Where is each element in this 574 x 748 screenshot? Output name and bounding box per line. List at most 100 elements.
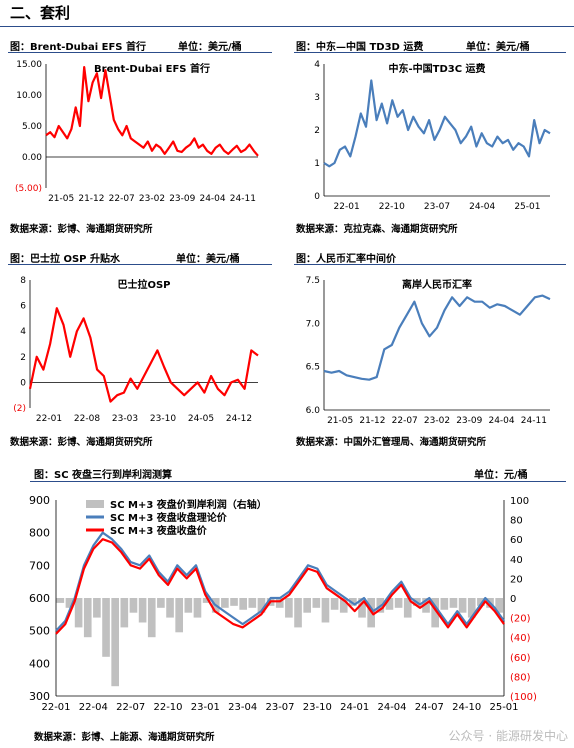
y-tick-label: 4 <box>314 60 320 70</box>
profit-bar <box>138 598 147 623</box>
x-tick-label: 23-07 <box>424 202 450 212</box>
y-tick-label: 500 <box>29 625 50 638</box>
y-tick-label: 0 <box>314 192 320 202</box>
profit-bar <box>330 598 339 610</box>
x-tick-label: 25-01 <box>489 702 518 713</box>
profit-bar <box>495 598 503 613</box>
y-tick-label: (2) <box>13 404 26 414</box>
x-tick-label: 25-01 <box>514 202 540 212</box>
y2-tick-label: 0 <box>510 594 516 605</box>
chart-title: 中东-中国TD3C 运费 <box>388 62 485 75</box>
profit-bar <box>111 598 119 687</box>
profit-bar <box>193 598 202 618</box>
panel-rule-sc <box>30 481 566 482</box>
panel-unit-td3d: 单位：美元/桶 <box>466 42 530 53</box>
y-tick-label: 15.00 <box>16 60 42 70</box>
y-tick-label: 400 <box>29 657 50 670</box>
x-tick-label: 22-08 <box>74 414 100 424</box>
profit-bar <box>385 598 394 610</box>
x-tick-label: 21-05 <box>327 416 353 426</box>
y-tick-label: 1 <box>314 159 320 169</box>
x-tick-label: 22-07 <box>392 416 418 426</box>
x-tick-label: 22-10 <box>153 702 182 713</box>
profit-bar <box>147 598 156 638</box>
profit-bar <box>93 598 101 618</box>
y-tick-label: 6.5 <box>306 363 320 373</box>
x-tick-label: 21-05 <box>48 194 74 204</box>
x-tick-label: 24-11 <box>521 416 547 426</box>
x-tick-label: 21-12 <box>78 194 104 204</box>
x-tick-label: 21-12 <box>359 416 385 426</box>
profit-bar <box>294 598 302 628</box>
y-tick-label: 7.0 <box>306 319 321 329</box>
osp-chart: 8 6 4 2 0 (2) 22-01 22-08 23-03 23-10 24-05 24-12 巴士… <box>13 276 259 424</box>
profit-bar <box>403 598 412 618</box>
y-tick-label: 4 <box>20 327 26 337</box>
series-line <box>55 538 505 635</box>
efs-chart: 15.00 10.00 5.00 0.00 (5.00) 21-05 21-12 22-07 2… <box>15 60 259 204</box>
y-tick-label: (5.00) <box>15 184 42 194</box>
series-line <box>45 66 259 157</box>
y2-tick-label: (60) <box>510 653 531 664</box>
x-tick-label: 23-02 <box>424 416 450 426</box>
y-tick-label: 6.0 <box>306 406 321 416</box>
profit-bar <box>339 598 348 613</box>
panel-source-sc: 数据来源：彭博、上能源、海通期货研究所 <box>34 732 215 743</box>
y2-tick-label: (20) <box>510 614 531 625</box>
profit-bar <box>102 598 110 657</box>
series-line <box>323 79 551 168</box>
x-tick-label: 23-04 <box>228 702 257 713</box>
y-tick-label: 2 <box>20 353 26 363</box>
y-tick-label: 2 <box>314 126 320 136</box>
profit-bar <box>83 598 92 638</box>
profit-bar <box>285 598 293 618</box>
x-tick-label: 22-07 <box>109 194 135 204</box>
profit-bar <box>248 598 257 608</box>
legend-label: SC M+3 夜盘收盘理论价 <box>110 511 228 524</box>
sc-chart: 900 800 700 600 500 400 300 100 80 60 40 20 0 (20) (40… <box>29 494 537 713</box>
y-tick-label: 900 <box>29 494 50 507</box>
fx-chart: 7.5 7.0 6.5 6.0 21-05 21-12 22-07 23-02 23-09 24-… <box>306 276 551 426</box>
legend-label: SC M+3 夜盘收盘价 <box>110 524 208 537</box>
x-tick-label: 23-09 <box>456 416 482 426</box>
y2-tick-label: 20 <box>510 574 523 585</box>
x-tick-label: 23-07 <box>265 702 294 713</box>
chart-title: Brent-Dubai EFS 首行 <box>94 62 210 75</box>
y2-tick-label: 80 <box>510 516 523 527</box>
watermark: 公众号 · 能源研发中心 <box>448 729 568 743</box>
panel-source-osp: 数据来源：彭博、海通期货研究所 <box>10 437 153 448</box>
chart-title: 离岸人民币汇率 <box>402 278 472 291</box>
y-tick-label: 800 <box>29 527 50 540</box>
y-tick-label: 0.00 <box>22 153 42 163</box>
profit-bar <box>358 598 366 618</box>
profit-bar <box>275 598 284 608</box>
profit-bar <box>303 598 311 613</box>
profit-bar <box>184 598 193 613</box>
x-tick-label: 23-10 <box>303 702 332 713</box>
panel-rule-td3d <box>294 52 566 53</box>
y2-tick-label: (80) <box>510 672 531 683</box>
x-tick-label: 24-05 <box>188 414 214 424</box>
panel-unit-efs: 单位：美元/桶 <box>178 42 242 53</box>
panel-rule-fx <box>294 264 566 265</box>
x-tick-label: 24-04 <box>469 202 495 212</box>
panel-rule-osp <box>8 264 272 265</box>
chart-title: 巴士拉OSP <box>117 278 170 291</box>
profit-bar <box>431 598 439 628</box>
x-tick-label: 24-04 <box>488 416 514 426</box>
x-tick-label: 22-01 <box>41 702 70 713</box>
panel-title-sc: 图：SC 夜盘三行到岸利润测算 <box>34 470 173 481</box>
y-tick-label: 10.00 <box>16 91 42 101</box>
profit-bar <box>221 598 229 608</box>
series-line <box>323 294 551 381</box>
profit-bar <box>440 598 449 610</box>
panel-title-td3d: 图：中东—中国 TD3D 运费 <box>296 42 424 53</box>
y-tick-label: 600 <box>29 592 50 605</box>
y2-tick-label: 40 <box>510 555 523 566</box>
legend-swatch <box>86 500 104 508</box>
profit-bar <box>56 598 65 603</box>
x-tick-label: 22-04 <box>79 702 108 713</box>
y-tick-label: 300 <box>29 690 50 703</box>
y-tick-label: 0 <box>20 378 26 388</box>
x-tick-label: 23-09 <box>169 194 195 204</box>
